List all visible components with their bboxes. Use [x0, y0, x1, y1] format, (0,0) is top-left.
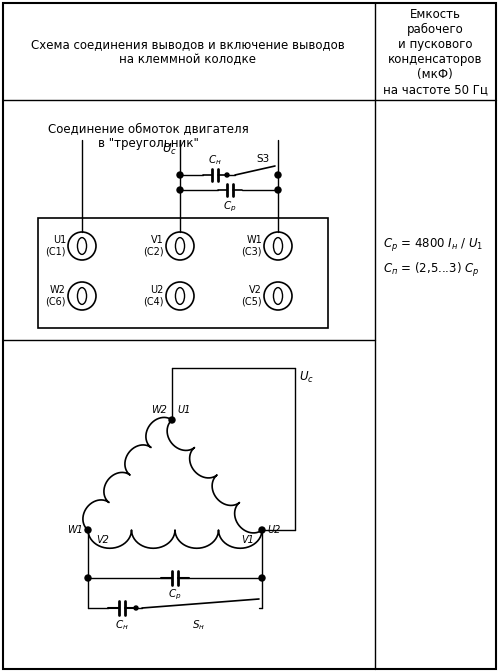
Circle shape — [169, 417, 175, 423]
Text: U2
(C4): U2 (C4) — [144, 285, 164, 307]
Text: $C_р$: $C_р$ — [168, 588, 182, 602]
Ellipse shape — [273, 238, 282, 255]
Circle shape — [275, 187, 281, 193]
Circle shape — [177, 172, 183, 178]
Text: $C_п$ = (2,5...3) $C_р$: $C_п$ = (2,5...3) $C_р$ — [383, 261, 480, 279]
Circle shape — [68, 232, 96, 260]
Circle shape — [264, 232, 292, 260]
Text: $C_н$: $C_н$ — [208, 153, 222, 167]
Text: V1
(C2): V1 (C2) — [143, 235, 164, 257]
Text: U1
(C1): U1 (C1) — [45, 235, 66, 257]
Text: $C_н$: $C_н$ — [115, 618, 129, 632]
Circle shape — [134, 606, 138, 610]
Text: $C_р$: $C_р$ — [223, 200, 237, 214]
Circle shape — [177, 187, 183, 193]
Text: Соединение обмоток двигателя
в "треугольник": Соединение обмоток двигателя в "треуголь… — [47, 122, 249, 150]
Text: U2: U2 — [267, 525, 280, 535]
Ellipse shape — [77, 288, 86, 304]
Text: Схема соединения выводов и включение выводов
на клеммной колодке: Схема соединения выводов и включение выв… — [31, 38, 345, 66]
Text: W2: W2 — [151, 405, 167, 415]
Text: V2
(C5): V2 (C5) — [242, 285, 262, 307]
Circle shape — [275, 172, 281, 178]
Circle shape — [85, 527, 91, 533]
Text: W1
(C3): W1 (C3) — [242, 235, 262, 257]
Text: $C_р$ = 4800 $I_н$ / $U_1$: $C_р$ = 4800 $I_н$ / $U_1$ — [383, 237, 484, 253]
Circle shape — [259, 575, 265, 581]
Ellipse shape — [273, 288, 282, 304]
Circle shape — [264, 282, 292, 310]
Ellipse shape — [176, 238, 185, 255]
Circle shape — [68, 282, 96, 310]
Circle shape — [166, 232, 194, 260]
Circle shape — [85, 575, 91, 581]
Text: Емкость
рабочего
и пускового
конденсаторов
(мкФ)
на частоте 50 Гц: Емкость рабочего и пускового конденсатор… — [383, 8, 488, 96]
Circle shape — [166, 282, 194, 310]
Text: $U_с$: $U_с$ — [299, 370, 314, 385]
Text: $U_с$: $U_с$ — [162, 142, 177, 157]
Bar — [38, 218, 328, 328]
Ellipse shape — [77, 238, 86, 255]
Text: S3: S3 — [256, 154, 269, 164]
Text: $S_н$: $S_н$ — [193, 618, 206, 632]
Circle shape — [225, 173, 229, 177]
Text: V2: V2 — [96, 535, 109, 545]
Circle shape — [259, 527, 265, 533]
Text: V1: V1 — [241, 535, 254, 545]
Text: U1: U1 — [177, 405, 191, 415]
Text: W1: W1 — [67, 525, 83, 535]
Ellipse shape — [176, 288, 185, 304]
Text: W2
(C6): W2 (C6) — [45, 285, 66, 307]
